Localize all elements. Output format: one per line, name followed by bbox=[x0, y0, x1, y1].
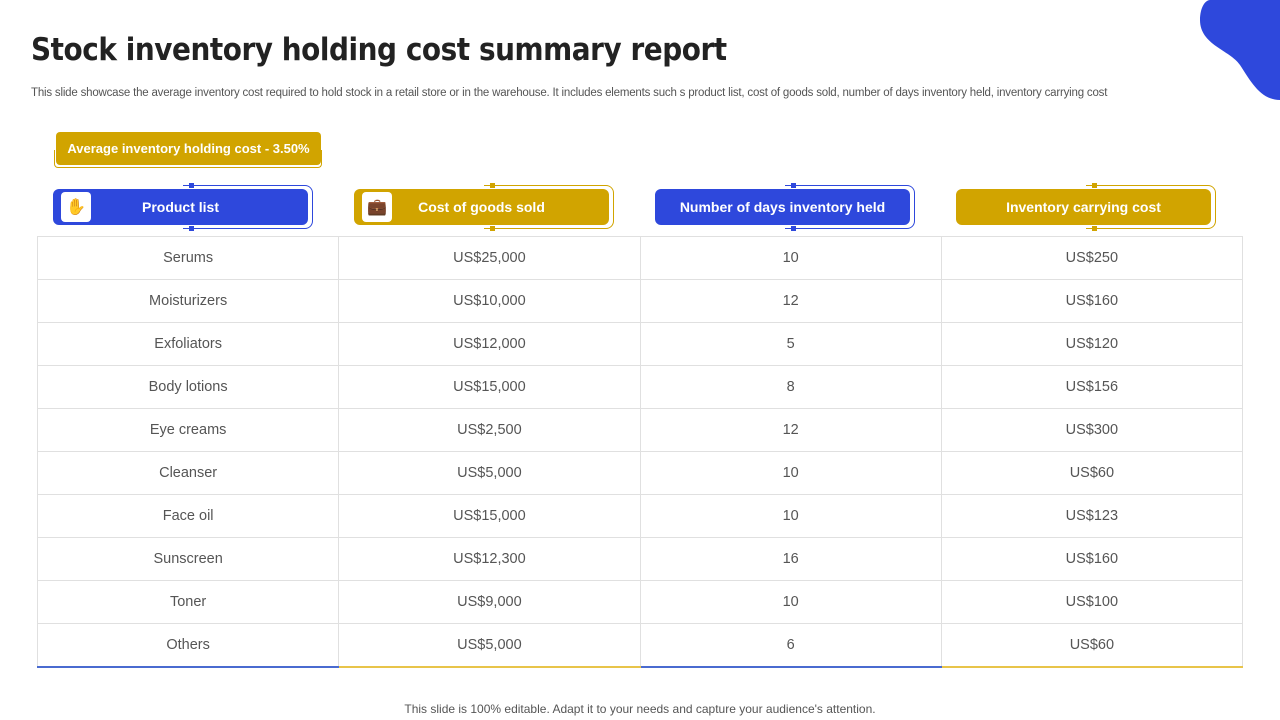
table-row: Eye creams US$2,500 12 US$300 bbox=[36, 408, 1244, 452]
header-outline bbox=[484, 185, 614, 229]
table-cell: US$300 bbox=[940, 408, 1244, 452]
table-cell: 10 bbox=[639, 494, 942, 538]
table-cell: 12 bbox=[639, 279, 942, 323]
column-header-label: Product list bbox=[141, 199, 219, 215]
table-cell: US$250 bbox=[940, 236, 1244, 280]
table-row: Moisturizers US$10,000 12 US$160 bbox=[36, 279, 1244, 323]
inventory-table: Serums US$25,000 10 US$250 Moisturizers US$10… bbox=[36, 236, 1244, 668]
table-cell: US$10,000 bbox=[338, 279, 641, 323]
header-outline bbox=[785, 185, 915, 229]
column-header-label: Number of days inventory held bbox=[679, 199, 886, 215]
connector-dot bbox=[1092, 183, 1097, 188]
header-outline bbox=[1086, 185, 1216, 229]
table-cell: Face oil bbox=[36, 494, 340, 538]
table-cell: US$12,300 bbox=[338, 537, 641, 581]
table-cell: 5 bbox=[639, 322, 942, 366]
table-cell: 10 bbox=[639, 451, 942, 495]
connector-dot bbox=[189, 226, 194, 231]
table-row: Serums US$25,000 10 US$250 bbox=[36, 236, 1244, 280]
table-cell: US$2,500 bbox=[338, 408, 641, 452]
connector-dot bbox=[791, 226, 796, 231]
connector-dot bbox=[490, 226, 495, 231]
table-row: Exfoliators US$12,000 5 US$120 bbox=[36, 322, 1244, 366]
hand-box-icon: ✋ bbox=[61, 192, 91, 222]
table-row: Face oil US$15,000 10 US$123 bbox=[36, 494, 1244, 538]
table-cell: US$160 bbox=[940, 279, 1244, 323]
table-cell: US$5,000 bbox=[338, 623, 641, 668]
column-header: Number of days inventory held bbox=[655, 189, 910, 225]
briefcase-icon: 💼 bbox=[362, 192, 392, 222]
table-cell: Eye creams bbox=[36, 408, 340, 452]
table-row: Body lotions US$15,000 8 US$156 bbox=[36, 365, 1244, 409]
table-cell: Serums bbox=[36, 236, 340, 280]
table-cell: US$160 bbox=[940, 537, 1244, 581]
decorative-blob bbox=[1200, 0, 1280, 100]
column-header-label: Inventory carrying cost bbox=[1006, 199, 1161, 215]
table-cell: 12 bbox=[639, 408, 942, 452]
table-cell: Body lotions bbox=[36, 365, 340, 409]
table-cell: US$100 bbox=[940, 580, 1244, 624]
header-outline bbox=[183, 185, 313, 229]
table-cell: Sunscreen bbox=[36, 537, 340, 581]
connector-dot bbox=[490, 183, 495, 188]
footer-note: This slide is 100% editable. Adapt it to… bbox=[404, 702, 876, 716]
column-header: 💼 Cost of goods sold bbox=[354, 189, 609, 225]
table-cell: 10 bbox=[639, 236, 942, 280]
column-header-label: Cost of goods sold bbox=[418, 199, 545, 215]
table-row: Cleanser US$5,000 10 US$60 bbox=[36, 451, 1244, 495]
table-cell: US$5,000 bbox=[338, 451, 641, 495]
table-cell: US$156 bbox=[940, 365, 1244, 409]
table-row: Toner US$9,000 10 US$100 bbox=[36, 580, 1244, 624]
page-title: Stock inventory holding cost summary rep… bbox=[31, 32, 727, 68]
table-cell: Moisturizers bbox=[36, 279, 340, 323]
table-row: Sunscreen US$12,300 16 US$160 bbox=[36, 537, 1244, 581]
table-cell: US$15,000 bbox=[338, 365, 641, 409]
badge-outline bbox=[54, 150, 322, 168]
connector-dot bbox=[791, 183, 796, 188]
table-cell: US$123 bbox=[940, 494, 1244, 538]
table-cell: 6 bbox=[639, 623, 942, 668]
table-cell: US$60 bbox=[940, 623, 1244, 668]
table-cell: US$15,000 bbox=[338, 494, 641, 538]
column-header: ✋ Product list bbox=[53, 189, 308, 225]
table-cell: US$25,000 bbox=[338, 236, 641, 280]
connector-dot bbox=[1092, 226, 1097, 231]
average-holding-cost-badge: Average inventory holding cost - 3.50% bbox=[56, 132, 321, 165]
table-cell: US$9,000 bbox=[338, 580, 641, 624]
table-cell: 8 bbox=[639, 365, 942, 409]
table-cell: US$120 bbox=[940, 322, 1244, 366]
connector-dot bbox=[189, 183, 194, 188]
table-cell: Toner bbox=[36, 580, 340, 624]
table-cell: US$60 bbox=[940, 451, 1244, 495]
column-header: Inventory carrying cost bbox=[956, 189, 1211, 225]
table-cell: 10 bbox=[639, 580, 942, 624]
table-cell: Exfoliators bbox=[36, 322, 340, 366]
table-cell: US$12,000 bbox=[338, 322, 641, 366]
subtitle: This slide showcase the average inventor… bbox=[31, 87, 1108, 99]
table-cell: Others bbox=[36, 623, 340, 668]
table-cell: Cleanser bbox=[36, 451, 340, 495]
table-cell: 16 bbox=[639, 537, 942, 581]
table-row: Others US$5,000 6 US$60 bbox=[36, 623, 1244, 668]
